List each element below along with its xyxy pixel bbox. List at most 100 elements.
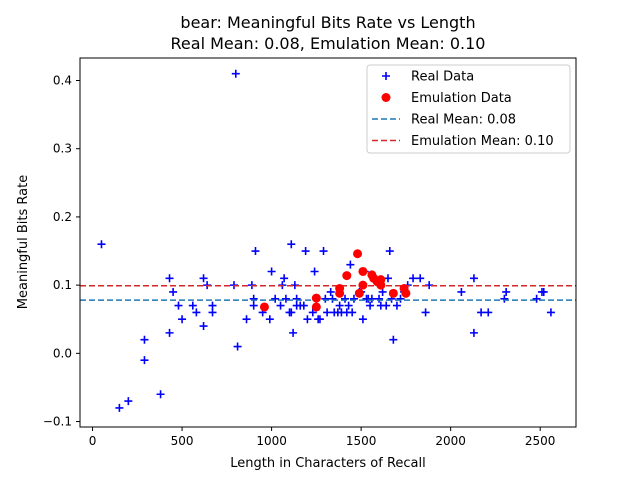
- real-data-point: [378, 287, 387, 296]
- emulation-data-point: [401, 288, 411, 298]
- real-data-point: [383, 274, 392, 283]
- real-data-point: [358, 315, 367, 324]
- real-data-point: [156, 390, 165, 399]
- real-data-point: [165, 328, 174, 337]
- real-data-point: [287, 308, 296, 317]
- y-tick-label: 0.4: [53, 74, 72, 88]
- real-data-point: [249, 294, 258, 303]
- real-data-point: [188, 301, 197, 310]
- emulation-data-point: [342, 271, 352, 281]
- chart-subtitle: Real Mean: 0.08, Emulation Mean: 0.10: [171, 34, 486, 53]
- x-axis-label: Length in Characters of Recall: [230, 456, 426, 471]
- legend-real-data-label: Real Data: [411, 70, 474, 85]
- real-data-point: [532, 294, 541, 303]
- real-data-point: [326, 287, 335, 296]
- real-data-point: [267, 267, 276, 276]
- legend-box: [366, 64, 571, 154]
- real-data-point: [389, 335, 398, 344]
- y-tick-label: 0.0: [53, 346, 72, 360]
- real-data-point: [457, 287, 466, 296]
- real-data-point: [477, 308, 486, 317]
- real-data-point: [500, 294, 509, 303]
- chart-title: bear: Meaningful Bits Rate vs Length: [180, 13, 475, 32]
- real-data-point: [310, 267, 319, 276]
- real-data-point: [287, 240, 296, 249]
- legend: Real Data Emulation Data Real Mean: 0.08 Em…: [366, 64, 571, 154]
- real-data-point: [251, 247, 260, 256]
- legend-emulation-mean-label: Emulation Mean: 0.10: [411, 134, 554, 149]
- real-data-point: [242, 315, 251, 324]
- emulation-data-point: [354, 288, 364, 298]
- legend-emulation-data-marker: [381, 93, 391, 102]
- y-tick-label: 0.2: [53, 210, 72, 224]
- real-data-point: [366, 301, 375, 310]
- real-data-point: [299, 301, 308, 310]
- real-data-point: [328, 294, 337, 303]
- real-data-point: [208, 301, 217, 310]
- real-data-point: [308, 308, 317, 317]
- legend-emulation-data-label: Emulation Data: [411, 91, 512, 106]
- emulation-data-point: [358, 266, 368, 276]
- y-tick-label: −0.1: [43, 415, 72, 429]
- real-data-point: [539, 287, 548, 296]
- real-data-point: [421, 308, 430, 317]
- legend-real-data-marker: [382, 72, 390, 80]
- emulation-data-point: [335, 284, 345, 294]
- real-data-point: [396, 294, 405, 303]
- real-data-point: [469, 328, 478, 337]
- real-data-point: [323, 308, 332, 317]
- real-data-point: [280, 274, 289, 283]
- real-data-point: [341, 294, 350, 303]
- x-tick-label: 1500: [346, 434, 377, 448]
- real-data-point: [276, 301, 285, 310]
- emulation-data-point: [311, 302, 321, 312]
- y-tick-label: 0.1: [53, 278, 72, 292]
- emulation-data-point: [259, 302, 269, 312]
- real-data-point: [469, 274, 478, 283]
- real-data-point: [392, 301, 401, 310]
- real-data-point: [346, 260, 355, 269]
- emulation-data-point: [358, 280, 368, 290]
- real-data-point: [199, 322, 208, 331]
- real-data-point: [169, 287, 178, 296]
- real-data-point: [335, 301, 344, 310]
- y-tick-label: 0.3: [53, 142, 72, 156]
- emulation-data-point: [353, 249, 363, 259]
- emulation-data-point: [311, 293, 321, 303]
- real-data-point: [375, 294, 384, 303]
- real-data-point: [97, 240, 106, 249]
- real-data-point: [321, 294, 330, 303]
- real-data-point: [292, 294, 301, 303]
- real-data-point: [199, 274, 208, 283]
- real-data-point: [289, 328, 298, 337]
- x-tick-label: 2500: [525, 434, 556, 448]
- real-data-point: [265, 315, 274, 324]
- real-data-point: [303, 315, 312, 324]
- real-data-point: [124, 397, 133, 406]
- emulation-data-point: [376, 280, 386, 290]
- emulation-data-point: [388, 288, 398, 298]
- real-data-point: [271, 294, 280, 303]
- real-data-point: [301, 247, 310, 256]
- real-data-point: [344, 301, 353, 310]
- y-axis-label: Meaningful Bits Rate: [16, 175, 31, 309]
- real-data-point: [315, 315, 324, 324]
- real-data-point: [484, 308, 493, 317]
- real-data-point: [348, 308, 357, 317]
- real-data-point: [192, 308, 201, 317]
- real-data-point: [249, 301, 258, 310]
- real-data-point: [178, 315, 187, 324]
- real-data-point: [367, 294, 376, 303]
- real-data-point: [140, 335, 149, 344]
- real-data-point: [409, 274, 418, 283]
- real-data-point: [208, 308, 217, 317]
- x-tick-label: 2000: [435, 434, 466, 448]
- real-data-point: [319, 247, 328, 256]
- x-tick-label: 1000: [256, 434, 287, 448]
- real-data-point: [281, 294, 290, 303]
- real-data-point: [233, 342, 242, 351]
- real-data-point: [416, 274, 425, 283]
- real-data-point: [385, 247, 394, 256]
- real-data-point: [140, 356, 149, 365]
